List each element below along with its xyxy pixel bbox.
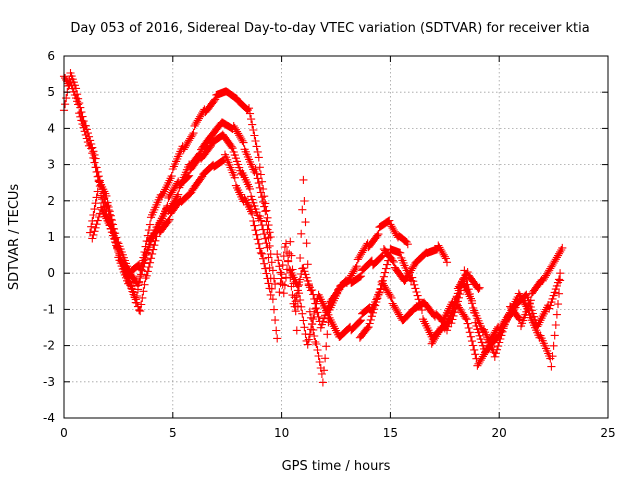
y-tick-label: 3 (47, 158, 55, 172)
data-series (88, 150, 275, 299)
data-series (275, 239, 452, 332)
y-tick-label: 1 (47, 230, 55, 244)
data-points (59, 68, 567, 387)
y-tick-label: -1 (43, 302, 55, 316)
y-tick-label: 5 (47, 85, 55, 99)
data-point-markers (59, 68, 275, 307)
y-tick-label: -3 (43, 375, 55, 389)
chart-title: Day 053 of 2016, Sidereal Day-to-day VTE… (70, 21, 589, 36)
data-series (59, 68, 275, 307)
y-tick-label: -4 (43, 411, 55, 425)
x-tick-label: 5 (169, 426, 177, 440)
y-tick-label: -2 (43, 339, 55, 353)
y-tick-label: 2 (47, 194, 55, 208)
y-tick-label: 4 (47, 121, 55, 135)
data-point-markers (275, 239, 452, 332)
axis-ticks: 0 5 10 15 20 25 -4 -3 -2 -1 0 1 2 3 4 5 6 (43, 49, 616, 440)
x-tick-label: 25 (600, 426, 615, 440)
data-point-markers (88, 150, 275, 299)
x-tick-label: 20 (492, 426, 507, 440)
data-series (447, 269, 565, 361)
grid (64, 56, 608, 418)
y-tick-label: 0 (47, 266, 55, 280)
y-tick-label: 6 (47, 49, 55, 63)
x-tick-label: 15 (383, 426, 398, 440)
y-axis-title: SDTVAR / TECUs (7, 184, 22, 291)
x-axis-title: GPS time / hours (282, 459, 391, 474)
x-tick-label: 10 (274, 426, 289, 440)
x-tick-label: 0 (60, 426, 68, 440)
data-point-markers (447, 269, 565, 361)
